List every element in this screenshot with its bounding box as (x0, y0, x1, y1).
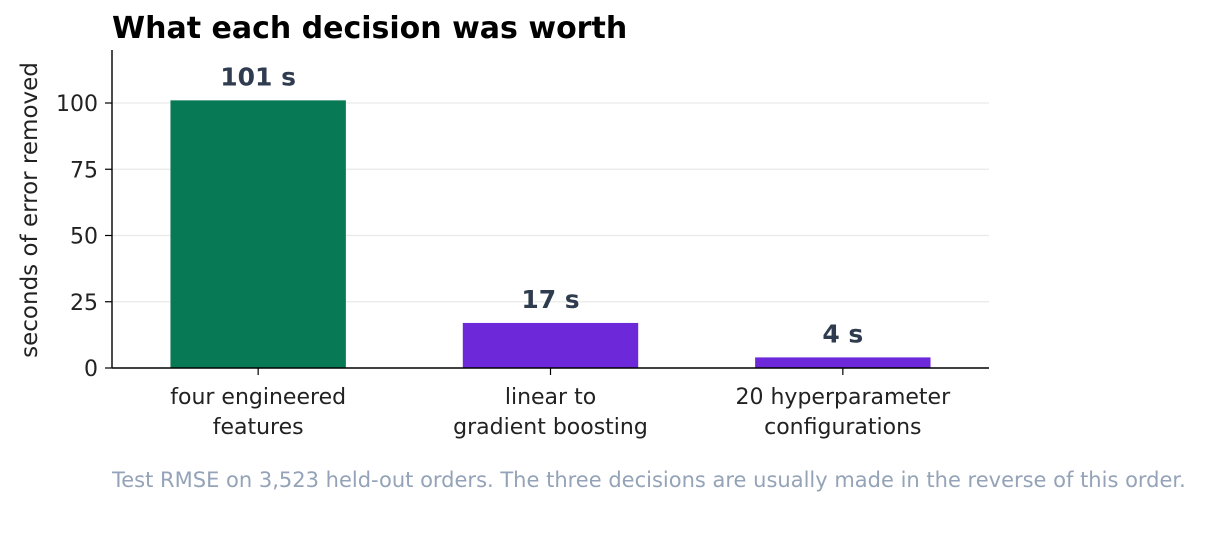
data-label: 4 s (822, 319, 863, 348)
y-tick-label: 50 (70, 225, 98, 250)
y-tick-label: 0 (84, 357, 98, 382)
data-label: 101 s (220, 62, 296, 91)
bar (170, 100, 346, 368)
bars (170, 100, 931, 368)
chart-title: What each decision was worth (112, 11, 627, 46)
y-tick-label: 75 (70, 158, 98, 183)
tick-labels: 0 25 50 75 100 four engineered features linear … (56, 92, 951, 440)
bar (755, 357, 931, 368)
bar (462, 322, 639, 368)
x-tick-label: 20 hyperparameter configurations (736, 385, 952, 440)
y-tick-label: 100 (56, 92, 98, 117)
x-tick-label: four engineered features (170, 385, 346, 440)
chart-caption: Test RMSE on 3,523 held-out orders. The … (112, 468, 1186, 492)
data-labels: 101 s 17 s 4 s (220, 62, 863, 348)
y-tick-label: 25 (70, 291, 98, 316)
x-tick-label: linear to gradient boosting (453, 385, 648, 440)
axes (105, 50, 989, 375)
y-axis-label: seconds of error removed (17, 62, 43, 358)
data-label: 17 s (521, 285, 579, 314)
